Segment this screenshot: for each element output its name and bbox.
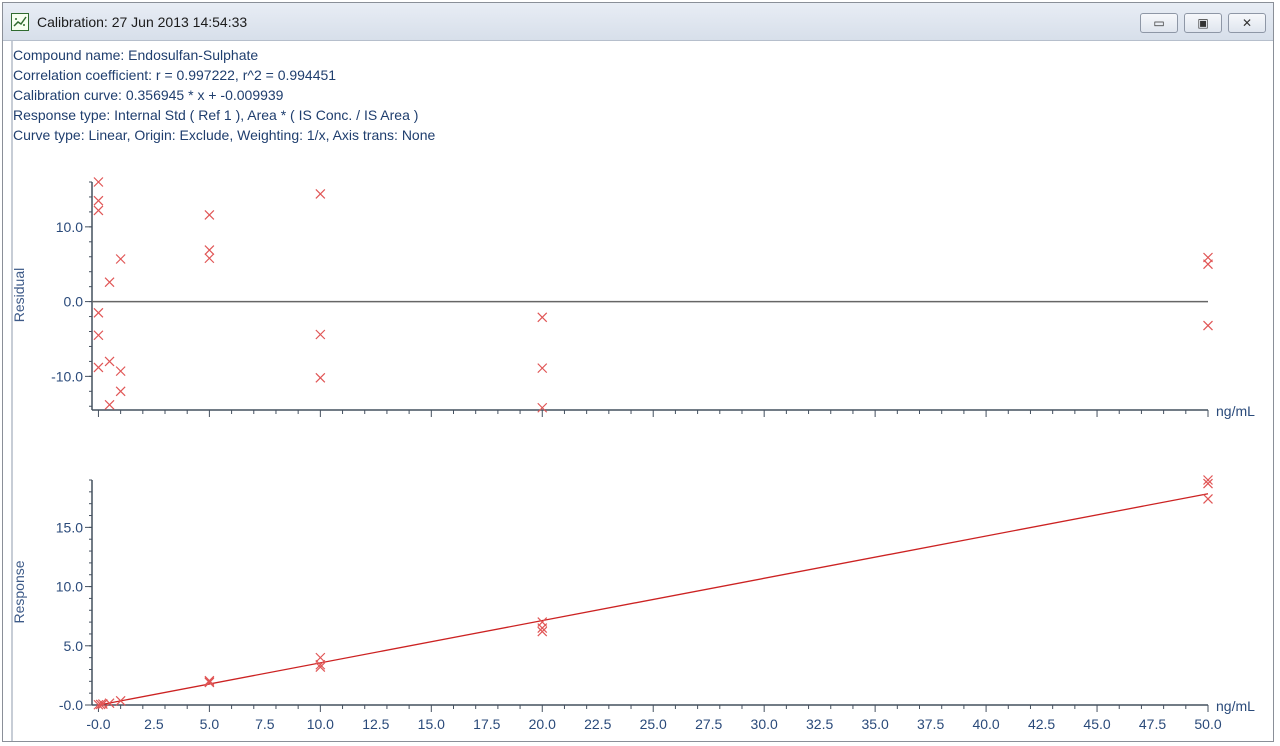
calibration-fit-line	[98, 493, 1209, 706]
residual-point	[537, 402, 548, 413]
response-y-title: Response	[11, 560, 27, 623]
response-point	[315, 662, 326, 673]
residual-point	[115, 254, 126, 264]
residual-point	[537, 363, 548, 374]
residual-point	[204, 245, 215, 255]
residual-point	[537, 312, 548, 323]
response-point	[115, 695, 126, 706]
curve-type-line: Curve type: Linear, Origin: Exclude, Wei…	[13, 127, 436, 143]
residual-x-unit: ng/mL	[1216, 403, 1255, 419]
response-x-unit: ng/mL	[1216, 698, 1255, 714]
panel-border	[11, 41, 13, 741]
response-x-tick-label: 42.5	[1028, 716, 1055, 732]
response-x-tick-label: 12.5	[362, 716, 389, 732]
response-x-tick-label: -0.0	[86, 716, 110, 732]
response-x-tick-label: 20.0	[529, 716, 556, 732]
response-x-tick-label: 15.0	[418, 716, 445, 732]
response-x-tick-label: 22.5	[584, 716, 611, 732]
restore-button[interactable]: ▣	[1184, 13, 1222, 33]
residual-point	[204, 253, 215, 264]
residual-point	[315, 372, 326, 383]
response-x-tick-label: 17.5	[473, 716, 500, 732]
response-x-tick-label: 35.0	[862, 716, 889, 732]
response-x-tick-label: 7.5	[255, 716, 275, 732]
calibration-curve-line: Calibration curve: 0.356945 * x + -0.009…	[13, 87, 284, 103]
residual-point	[93, 362, 104, 373]
calibration-info: Compound name: Endosulfan-Sulphate Corre…	[13, 45, 435, 145]
response-point	[204, 675, 215, 686]
response-x-tick-label: 47.5	[1139, 716, 1166, 732]
response-x-tick-label: 37.5	[917, 716, 944, 732]
window-title: Calibration: 27 Jun 2013 14:54:33	[37, 14, 248, 30]
calibration-chart-icon	[11, 13, 29, 31]
response-y-tick-label: -0.0	[59, 697, 83, 713]
response-point	[104, 698, 115, 709]
residual-point	[315, 189, 326, 199]
response-x-tick-label: 50.0	[1194, 716, 1221, 732]
residual-point	[104, 399, 115, 410]
response-point	[537, 623, 548, 633]
response-point	[315, 652, 326, 663]
response-point	[537, 626, 548, 637]
response-y-tick-label: 10.0	[56, 579, 83, 595]
residual-point	[93, 177, 104, 187]
compound-name-line: Compound name: Endosulfan-Sulphate	[13, 47, 259, 63]
residual-point	[93, 307, 104, 318]
response-x-tick-label: 5.0	[200, 716, 220, 732]
residual-y-tick-label: 10.0	[56, 219, 83, 235]
correlation-line: Correlation coefficient: r = 0.997222, r…	[13, 67, 337, 83]
response-point	[1203, 475, 1213, 485]
residual-point	[115, 366, 126, 377]
residual-y-title: Residual	[11, 268, 27, 322]
residual-point	[93, 205, 104, 216]
response-point	[1203, 494, 1213, 504]
response-x-tick-label: 40.0	[972, 716, 999, 732]
residual-y-tick-label: -10.0	[51, 368, 83, 384]
response-type-line: Response type: Internal Std ( Ref 1 ), A…	[13, 107, 419, 123]
close-button[interactable]: ✕	[1228, 13, 1266, 33]
residual-plot: 10.0 0.0 -10.0 Residual ng/mL	[11, 177, 1255, 419]
response-point	[315, 659, 326, 670]
response-point	[204, 677, 215, 688]
residual-point	[1203, 259, 1213, 270]
response-point	[95, 699, 106, 710]
response-x-tick-label: 2.5	[144, 716, 164, 732]
response-x-tick-label: 25.0	[640, 716, 667, 732]
residual-y-tick-label: 0.0	[64, 294, 84, 310]
response-x-tick-label: 10.0	[307, 716, 334, 732]
response-x-tick-label: 27.5	[695, 716, 722, 732]
response-point	[93, 699, 104, 710]
response-x-tick-label: 45.0	[1083, 716, 1110, 732]
residual-point	[104, 356, 115, 367]
minimize-button[interactable]: ▭	[1140, 13, 1178, 33]
residual-point	[1203, 320, 1213, 331]
response-y-tick-label: 5.0	[64, 638, 84, 654]
response-plot: 15.0 10.0 5.0 -0.0 Response ng/mL -0.0 2.5 5.0 7.…	[11, 475, 1255, 732]
residual-point	[315, 329, 326, 340]
residual-point	[104, 277, 115, 288]
residual-point	[204, 209, 215, 220]
residual-point	[93, 195, 104, 206]
response-x-tick-label: 30.0	[751, 716, 778, 732]
response-y-tick-label: 15.0	[56, 519, 83, 535]
residual-point	[115, 386, 126, 397]
response-point	[1203, 478, 1213, 489]
residual-point	[93, 330, 104, 341]
response-x-tick-label: 32.5	[806, 716, 833, 732]
title-bar[interactable]: Calibration: 27 Jun 2013 14:54:33 ▭ ▣ ✕	[3, 3, 1273, 41]
